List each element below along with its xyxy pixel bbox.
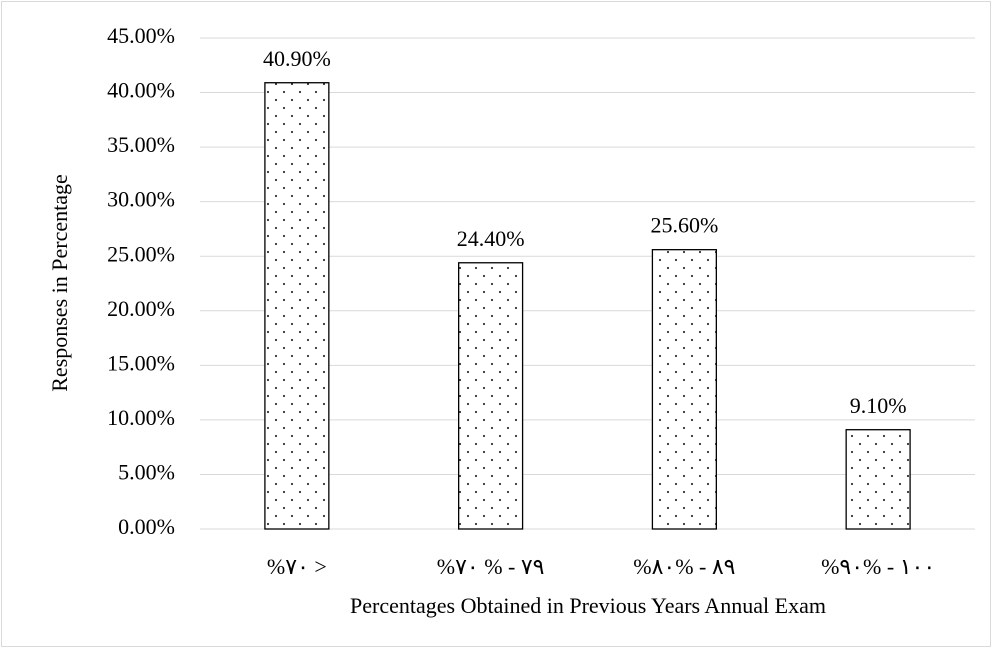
y-tick-label: 15.00%	[107, 350, 175, 375]
x-tick-label: %٧٩ - % ٧٠	[437, 554, 545, 579]
y-tick-label: 20.00%	[107, 296, 175, 321]
bar	[458, 262, 524, 530]
y-tick-label: 0.00%	[118, 514, 175, 539]
data-label: 24.40%	[457, 226, 525, 251]
y-tick-label: 5.00%	[118, 459, 175, 484]
x-tick-label: %٧٠ >	[267, 554, 327, 579]
bar	[845, 429, 911, 530]
bar	[264, 82, 330, 530]
y-tick-label: 45.00%	[107, 23, 175, 48]
bar	[651, 249, 717, 530]
y-tick-label: 10.00%	[107, 405, 175, 430]
data-label: 40.90%	[263, 46, 331, 71]
y-tick-label: 25.00%	[107, 241, 175, 266]
x-tick-label: %٨٩ - %٨٠	[633, 554, 735, 579]
y-tick-label: 35.00%	[107, 132, 175, 157]
y-tick-label: 40.00%	[107, 78, 175, 103]
y-tick-label: 30.00%	[107, 187, 175, 212]
data-label: 9.10%	[850, 393, 907, 418]
x-axis-title: Percentages Obtained in Previous Years A…	[350, 593, 826, 618]
x-tick-label: %١٠٠ - %٩٠	[821, 554, 935, 579]
y-axis-title: Responses in Percentage	[47, 174, 72, 392]
data-label: 25.60%	[650, 213, 718, 238]
